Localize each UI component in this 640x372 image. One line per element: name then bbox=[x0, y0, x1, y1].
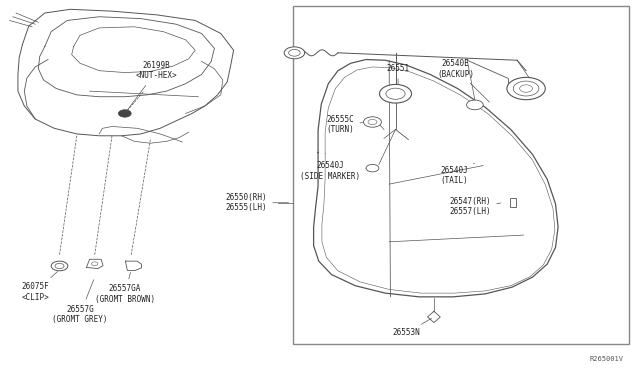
Bar bbox=[293, 6, 629, 344]
Circle shape bbox=[51, 261, 68, 271]
Polygon shape bbox=[125, 261, 141, 270]
Bar bbox=[510, 198, 516, 207]
Circle shape bbox=[507, 77, 545, 100]
Text: 26557G
(GROMT GREY): 26557G (GROMT GREY) bbox=[52, 280, 108, 324]
Text: 26553N: 26553N bbox=[392, 318, 431, 337]
Circle shape bbox=[467, 100, 483, 110]
Text: 26551: 26551 bbox=[387, 64, 410, 92]
Circle shape bbox=[366, 164, 379, 172]
Text: 26075F
<CLIP>: 26075F <CLIP> bbox=[21, 272, 58, 302]
Text: R265001V: R265001V bbox=[590, 356, 624, 362]
Circle shape bbox=[364, 117, 381, 127]
Circle shape bbox=[380, 84, 412, 103]
Text: 26540E
(BACKUP): 26540E (BACKUP) bbox=[437, 59, 490, 102]
Text: 26540J
(SIDE MARKER): 26540J (SIDE MARKER) bbox=[300, 161, 369, 181]
Circle shape bbox=[118, 110, 131, 117]
Text: 26540J
(TAIL): 26540J (TAIL) bbox=[440, 163, 474, 185]
Circle shape bbox=[284, 47, 305, 59]
Text: 26557GA
(GROMT BROWN): 26557GA (GROMT BROWN) bbox=[95, 272, 155, 304]
Text: 26555C
(TURN): 26555C (TURN) bbox=[326, 115, 367, 134]
Text: 26550(RH)
26555(LH): 26550(RH) 26555(LH) bbox=[225, 193, 289, 212]
Text: 26547(RH)
26557(LH): 26547(RH) 26557(LH) bbox=[449, 197, 501, 216]
Polygon shape bbox=[86, 259, 103, 269]
Circle shape bbox=[92, 262, 98, 266]
Text: 26199B
<NUT-HEX>: 26199B <NUT-HEX> bbox=[127, 61, 178, 111]
